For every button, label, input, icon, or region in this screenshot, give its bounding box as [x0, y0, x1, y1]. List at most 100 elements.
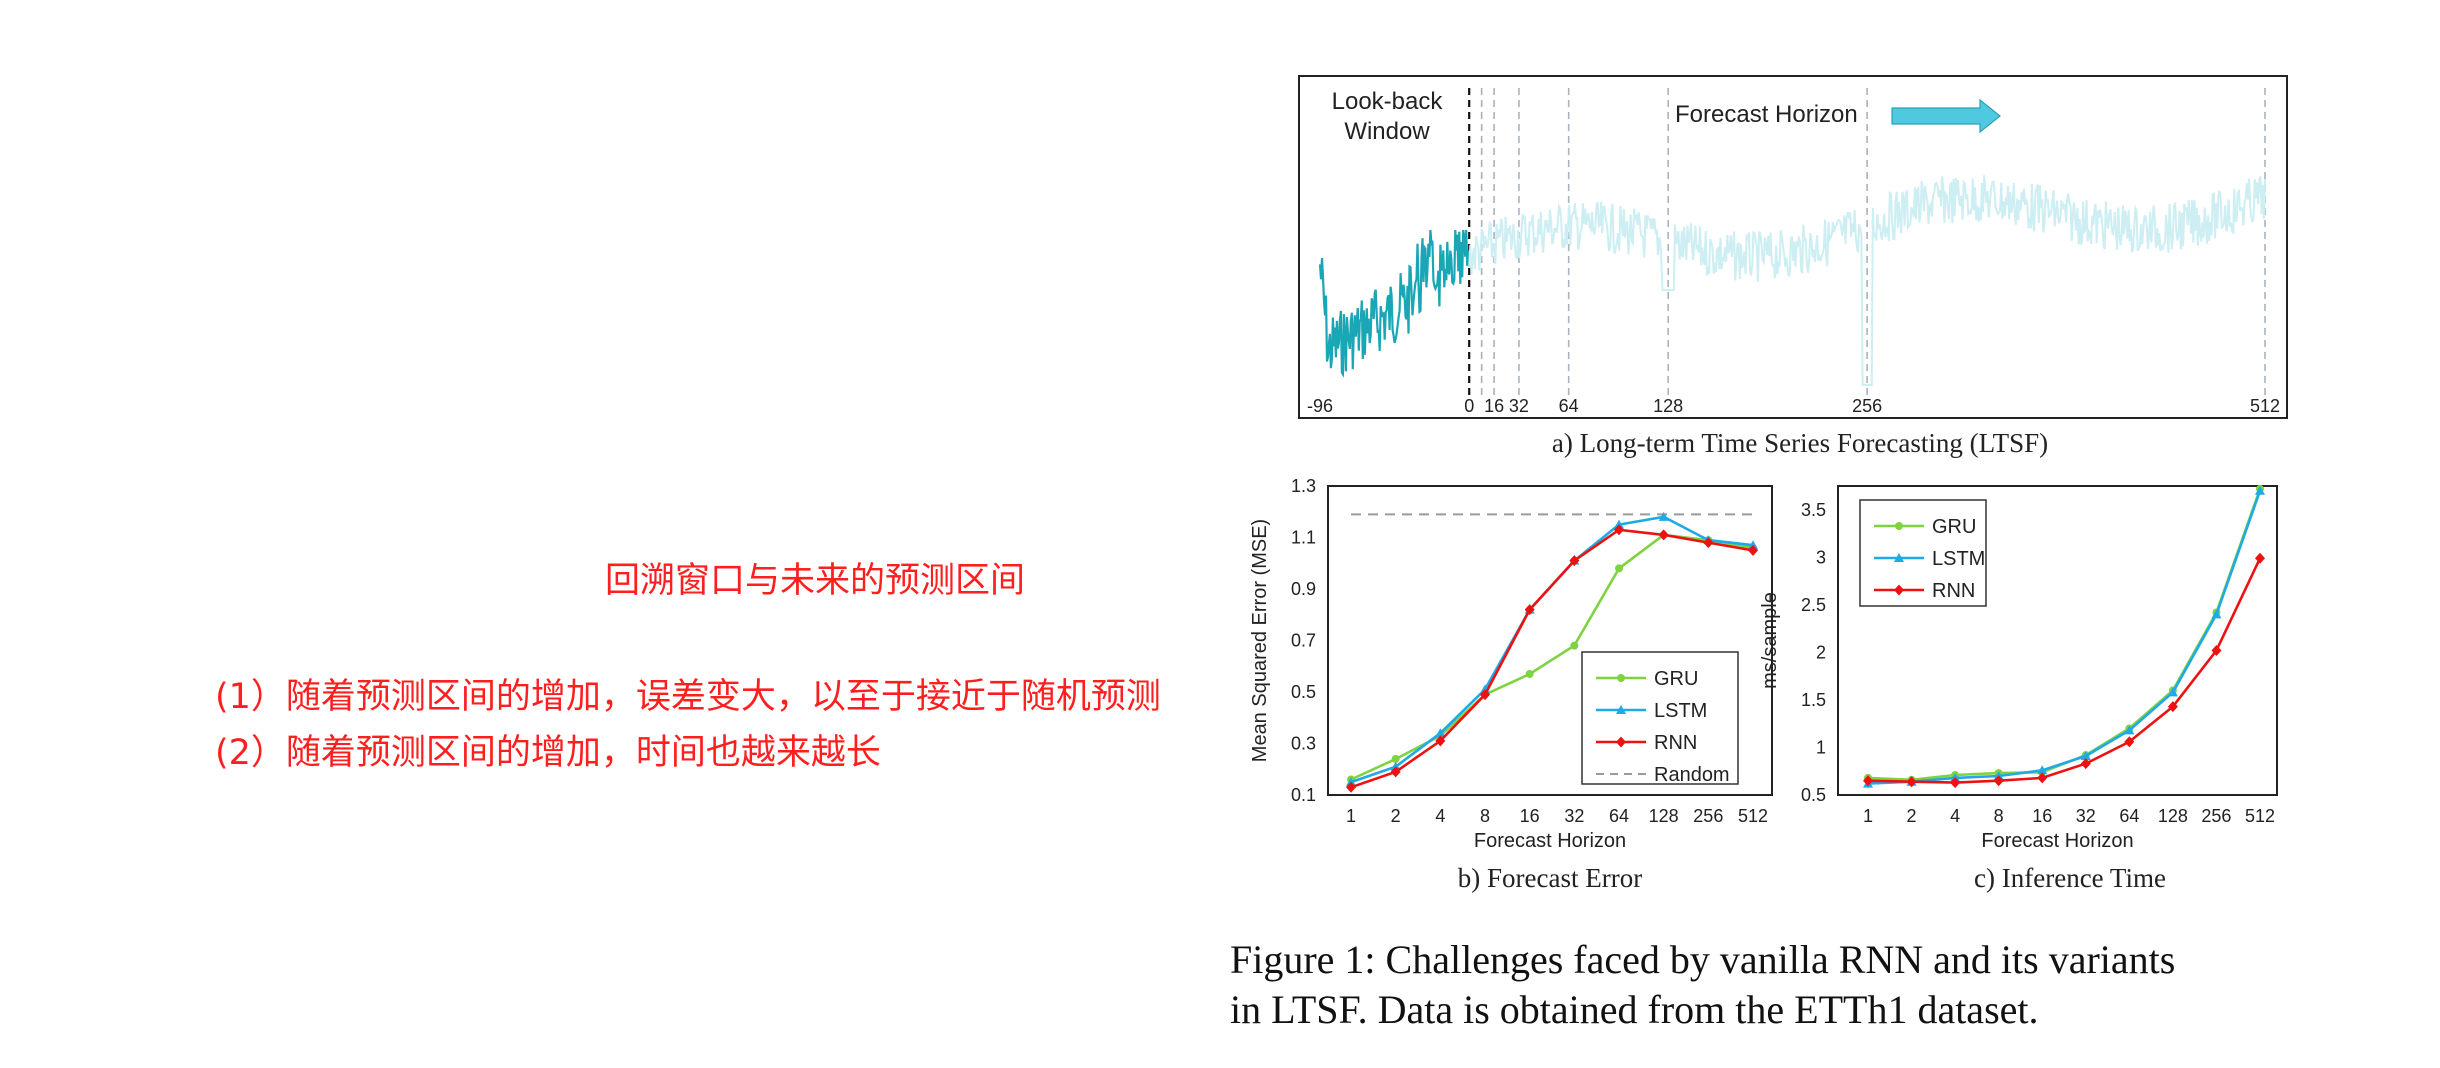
- chart-c-x-tick-2: 4: [1950, 806, 1960, 826]
- chart-b-y-tick-6: 1.3: [1291, 476, 1316, 496]
- chart-c-point-rnn-8: [2211, 644, 2222, 656]
- chart-b-point-rnn-4: [1524, 604, 1535, 616]
- chart-b-legend-label-gru: GRU: [1654, 668, 1698, 690]
- chart-b-legend-marker-gru: [1617, 674, 1625, 682]
- x-tick-a-3: 32: [1509, 396, 1529, 416]
- forecast-arrow-icon: [1891, 98, 2001, 134]
- plot-frame-a: [1298, 75, 2288, 419]
- chart-c-point-rnn-5: [2080, 758, 2091, 770]
- chart-c-x-tick-7: 128: [2158, 806, 2188, 826]
- lookback-label-line-2: Window: [1344, 118, 1430, 145]
- chart-c-legend-marker-lstm: [1894, 553, 1904, 562]
- chart-c-y-tick-5: 3: [1816, 547, 1826, 567]
- caption-c: c) Inference Time: [1974, 863, 2166, 893]
- chart-c-x-tick-3: 8: [1994, 806, 2004, 826]
- chart-c-point-lstm-7: [2167, 687, 2178, 697]
- forecast-horizon-label: Forecast Horizon: [1675, 101, 1858, 128]
- chart-b-x-tick-8: 256: [1693, 806, 1723, 826]
- chart-c-point-lstm-8: [2211, 609, 2222, 619]
- chart-c-x-tick-6: 64: [2119, 806, 2139, 826]
- chart-c-legend-marker-rnn: [1894, 584, 1904, 596]
- chart-b-y-tick-2: 0.5: [1291, 682, 1316, 702]
- chart-c-point-rnn-0: [1863, 775, 1873, 787]
- chart-c-legend-label-gru: GRU: [1932, 516, 1976, 538]
- lookback-label-line-1: Look-back: [1332, 88, 1444, 115]
- chart-b-x-tick-7: 128: [1649, 806, 1679, 826]
- chart-c-point-rnn-1: [1906, 776, 1917, 788]
- chart-c-y-tick-1: 1: [1816, 737, 1826, 757]
- chart-c-point-rnn-6: [2124, 736, 2135, 748]
- chart-c-frame: [1837, 485, 2278, 796]
- chart-c-x-label: Forecast Horizon: [1981, 830, 2133, 852]
- chart-c-y-tick-4: 2.5: [1801, 595, 1826, 615]
- chart-c-x-tick-9: 512: [2245, 806, 2275, 826]
- chart-b-x-tick-1: 2: [1391, 806, 1401, 826]
- chart-b-point-rnn-7: [1658, 529, 1669, 541]
- lookback-series: [1318, 229, 1471, 378]
- chart-b-point-rnn-3: [1480, 689, 1490, 701]
- chart-b-point-rnn-1: [1390, 766, 1401, 778]
- chart-c-series-lstm: [1867, 490, 2262, 785]
- chart-b-x-tick-3: 8: [1480, 806, 1490, 826]
- chart-b-legend-marker-lstm: [1616, 705, 1626, 714]
- chart-c-x-tick-1: 2: [1907, 806, 1917, 826]
- chart-b-point-lstm-0: [1346, 777, 1356, 787]
- chart-b-point-rnn-6: [1614, 524, 1624, 536]
- chart-c-legend: [1859, 499, 1987, 607]
- chart-c-point-rnn-2: [1950, 777, 1961, 789]
- x-tick-a-6: 256: [1852, 396, 1882, 416]
- chart-b-x-tick-0: 1: [1346, 806, 1356, 826]
- chart-b-y-tick-4: 0.9: [1291, 579, 1316, 599]
- caption-b: b) Forecast Error: [1457, 863, 1643, 893]
- chart-b-x-tick-9: 512: [1738, 806, 1768, 826]
- chart-b-point-gru-4: [1525, 669, 1534, 678]
- chart-c-y-tick-0: 0.5: [1801, 785, 1826, 805]
- chart-b-legend-marker-rnn: [1616, 736, 1626, 748]
- chart-b-legend-label-lstm: LSTM: [1654, 700, 1707, 722]
- chart-c-legend-marker-gru: [1895, 522, 1903, 530]
- annotation-title: 回溯窗口与未来的预测区间: [605, 561, 1026, 601]
- forecast-error-chart: 0.1 0.3 0.5 0.7 0.9 1.1 1.3 1 2 4 8 16 32 64 128 256 512…: [1249, 476, 1773, 852]
- chart-c-x-tick-5: 32: [2076, 806, 2096, 826]
- x-tick-a-7: 512: [2250, 396, 2280, 416]
- forecast-series: [1468, 175, 2266, 386]
- chart-b-legend-label-random: Random: [1654, 764, 1730, 786]
- chart-b-y-tick-3: 0.7: [1291, 631, 1316, 651]
- chart-c-point-rnn-3: [1993, 775, 2004, 787]
- chart-b-point-lstm-1: [1390, 761, 1401, 771]
- chart-c-x-tick-4: 16: [2032, 806, 2052, 826]
- chart-c-legend-label-rnn: RNN: [1932, 580, 1975, 602]
- chart-b-y-tick-0: 0.1: [1291, 785, 1316, 805]
- chart-c-y-tick-6: 3.5: [1801, 500, 1826, 520]
- chart-b-y-label: Mean Squared Error (MSE): [1249, 519, 1271, 762]
- chart-c-y-tick-2: 1.5: [1801, 690, 1826, 710]
- chart-b-point-rnn-8: [1703, 537, 1714, 549]
- inference-time-chart: 0.5 1 1.5 2 2.5 3 3.5 1 2 4 8 16 32 64 128 256 512 Foreca…: [1759, 484, 2278, 852]
- chart-c-y-label: ms/sample: [1759, 592, 1781, 689]
- chart-c-series-rnn: [1867, 557, 2262, 784]
- ltsf-chart: -96 0 16 32 64 128 256 512 Look-back Window Foreca…: [1298, 75, 2288, 419]
- chart-b-point-lstm-6: [1614, 519, 1624, 529]
- chart-b-point-lstm-2: [1435, 728, 1446, 738]
- x-tick-a-2: 16: [1484, 396, 1504, 416]
- chart-b-legend-label-rnn: RNN: [1654, 732, 1697, 754]
- figure-caption-line-2: in LTSF. Data is obtained from the ETTh1…: [1230, 987, 2039, 1032]
- chart-b-point-gru-1: [1391, 754, 1400, 763]
- chart-b-point-rnn-0: [1346, 781, 1356, 793]
- chart-c-point-rnn-7: [2167, 701, 2178, 713]
- chart-b-x-tick-6: 64: [1609, 806, 1629, 826]
- chart-c-point-lstm-9: [2255, 485, 2265, 495]
- chart-b-x-tick-2: 4: [1435, 806, 1445, 826]
- chart-b-point-rnn-5: [1569, 555, 1580, 567]
- chart-c-point-lstm-5: [2080, 751, 2091, 761]
- chart-c-point-lstm-4: [2037, 765, 2048, 775]
- x-tick-a-1: 0: [1464, 396, 1474, 416]
- chart-b-y-tick-1: 0.3: [1291, 734, 1316, 754]
- x-tick-a-4: 64: [1559, 396, 1579, 416]
- chart-c-point-lstm-6: [2124, 725, 2135, 735]
- chart-c-y-tick-3: 2: [1816, 642, 1826, 662]
- chart-c-point-rnn-9: [2255, 552, 2265, 564]
- caption-a: a) Long-term Time Series Forecasting (LT…: [1551, 428, 2049, 458]
- x-tick-a-0: -96: [1307, 396, 1333, 416]
